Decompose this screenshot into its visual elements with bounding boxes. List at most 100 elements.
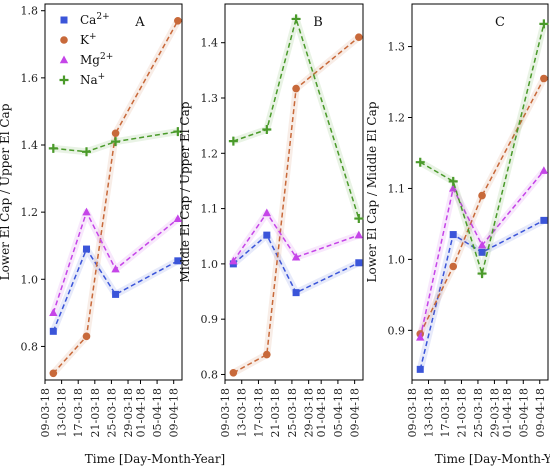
- data-point: [111, 264, 120, 273]
- series-line: [233, 16, 360, 219]
- series-line: [52, 210, 179, 314]
- series-na: [415, 19, 549, 279]
- x-tick-label: 21-03-18: [455, 388, 468, 437]
- data-point: [174, 16, 182, 25]
- x-tick-label: 13-03-18: [236, 388, 249, 437]
- y-tick-label: 1.8: [21, 5, 39, 18]
- y-tick-label: 0.9: [388, 324, 406, 337]
- plot-frame: [411, 3, 549, 381]
- data-point: [355, 33, 363, 41]
- data-point: [478, 191, 486, 200]
- data-point: [539, 166, 549, 174]
- panel-label: C: [495, 15, 505, 30]
- data-point: [49, 369, 58, 378]
- series-glow: [50, 19, 181, 376]
- data-point: [173, 214, 183, 223]
- series-mg: [49, 207, 183, 317]
- x-tick-label: 01-04-18: [501, 388, 514, 437]
- series-ca: [416, 216, 548, 373]
- y-tick-label: 1.2: [388, 112, 406, 125]
- data-point: [49, 308, 58, 317]
- data-point: [263, 231, 271, 239]
- y-tick-label: 1.0: [201, 258, 219, 271]
- x-tick-label: 25-03-18: [472, 388, 485, 437]
- data-point: [262, 125, 272, 135]
- data-point: [173, 127, 183, 137]
- data-point: [263, 350, 271, 359]
- plot-frame: [224, 3, 364, 381]
- data-point: [228, 136, 238, 146]
- legend-marker: [59, 75, 69, 85]
- data-point: [262, 208, 272, 217]
- legend-label: Ca2+: [80, 12, 110, 27]
- series-ca: [49, 245, 182, 335]
- series-line: [419, 170, 545, 338]
- data-point: [291, 14, 301, 24]
- data-point: [355, 259, 363, 267]
- x-tick-label: 05-04-18: [517, 388, 530, 437]
- data-point: [478, 248, 486, 256]
- x-tick-label: 17-03-18: [72, 388, 85, 437]
- x-tick-label: 13-03-18: [422, 388, 435, 437]
- series-line: [52, 20, 179, 374]
- x-tick-label: 21-03-18: [269, 388, 282, 437]
- y-tick-label: 1.3: [388, 41, 406, 54]
- data-point: [174, 257, 182, 265]
- legend-charge: +: [98, 72, 106, 82]
- data-point: [292, 289, 300, 297]
- series-line: [53, 130, 178, 153]
- data-point: [291, 252, 301, 261]
- data-point: [477, 269, 487, 279]
- data-point: [540, 74, 548, 83]
- panel-c: 0.91.01.11.21.309-03-18 13-03-18 17-03-18 2…: [365, 3, 550, 466]
- data-point: [48, 143, 58, 153]
- y-axis-label: Lower El Cap / Middle El Cap: [365, 101, 379, 282]
- series-line: [419, 78, 545, 335]
- legend-charge: 2+: [96, 12, 109, 22]
- data-point: [112, 290, 120, 298]
- data-point: [449, 183, 458, 192]
- series-line: [419, 23, 545, 277]
- data-point: [539, 19, 549, 29]
- legend-charge: 2+: [100, 52, 113, 62]
- legend-marker: [59, 55, 69, 64]
- data-point: [229, 369, 238, 377]
- y-tick-label: 1.2: [21, 206, 39, 219]
- data-point: [82, 332, 91, 341]
- panel-a: 0.8 1.0 1.2 1.4 1.6 1.8 09-03-18 13-03-18 17-03-…: [0, 3, 225, 466]
- x-tick-label: 29-03-18: [488, 388, 501, 437]
- legend-marker: [60, 36, 68, 44]
- y-tick-label: 1.3: [201, 92, 219, 105]
- y-axis-label: Lower El Cap / Upper El Cap: [0, 103, 12, 280]
- y-tick-label: 0.8: [21, 340, 39, 353]
- y-tick-label: 1.4: [201, 37, 219, 50]
- x-tick-label: 29-03-18: [303, 388, 316, 437]
- data-point: [448, 176, 458, 186]
- y-tick-label: 1.4: [21, 139, 39, 152]
- legend-charge: +: [89, 32, 97, 42]
- x-tick-label: 09-04-18: [534, 388, 547, 437]
- y-tick-label: 0.8: [201, 368, 219, 381]
- y-tick-label: 1.0: [388, 253, 406, 266]
- series-k: [229, 33, 363, 377]
- x-tick-label: 01-04-18: [315, 388, 328, 437]
- y-tick-label: 1.1: [388, 182, 406, 195]
- x-tick-label: 25-03-18: [105, 388, 118, 437]
- x-tick-label: 09-03-18: [406, 388, 419, 437]
- y-tick-label: 1.1: [201, 203, 219, 216]
- x-tick-label: 01-04-18: [134, 388, 147, 437]
- x-axis-label: Time [Day-Month-Year]: [435, 452, 550, 466]
- data-point: [415, 157, 425, 167]
- x-tick-label: 17-03-18: [439, 388, 452, 437]
- panel-label: B: [313, 15, 323, 30]
- data-point: [449, 262, 458, 271]
- data-point: [49, 327, 57, 335]
- series-k: [49, 16, 182, 378]
- series-na: [228, 14, 364, 224]
- x-tick-label: 09-04-18: [349, 388, 362, 437]
- data-point: [449, 231, 457, 239]
- series-line: [52, 247, 179, 332]
- y-axis-label: Middle El Cap / Upper El Cap: [178, 101, 192, 282]
- data-point: [111, 137, 121, 147]
- data-point: [416, 332, 425, 341]
